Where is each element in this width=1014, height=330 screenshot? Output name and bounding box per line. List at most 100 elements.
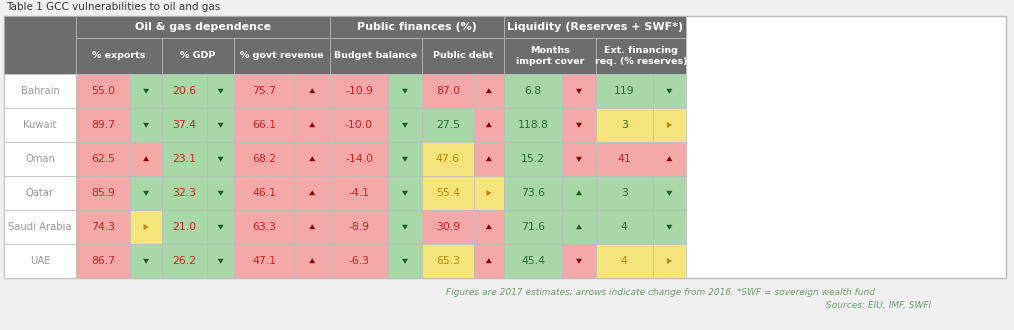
Bar [234,142,294,176]
Bar [330,16,504,38]
Polygon shape [143,259,149,264]
Text: 119: 119 [614,86,635,96]
Polygon shape [309,190,315,195]
Polygon shape [486,224,492,229]
Text: % GDP: % GDP [180,51,216,60]
Bar [388,108,422,142]
Text: 66.1: 66.1 [252,120,276,130]
Text: 68.2: 68.2 [252,154,276,164]
Polygon shape [576,123,582,128]
Text: -4.1: -4.1 [349,188,369,198]
Polygon shape [218,157,224,162]
Bar [294,108,330,142]
Bar [4,108,76,142]
Text: 63.3: 63.3 [252,222,276,232]
Bar [504,142,562,176]
Bar [4,210,76,244]
Text: Qatar: Qatar [26,188,54,198]
Text: 21.0: 21.0 [172,222,197,232]
Bar [207,74,234,108]
Bar [330,74,388,108]
Polygon shape [666,191,672,196]
Polygon shape [667,258,672,264]
Bar [562,244,596,278]
Polygon shape [144,224,149,230]
Bar [234,244,294,278]
Polygon shape [576,157,582,162]
Bar [504,74,562,108]
Bar [653,210,686,244]
Bar [294,244,330,278]
Polygon shape [487,190,492,196]
Bar [330,210,388,244]
Polygon shape [576,190,582,195]
Polygon shape [402,225,408,230]
Bar [422,108,474,142]
Bar [388,176,422,210]
Bar [130,74,162,108]
Text: -8.9: -8.9 [349,222,369,232]
Bar [653,108,686,142]
Bar [4,16,76,74]
Bar [207,176,234,210]
Text: 75.7: 75.7 [252,86,276,96]
Polygon shape [402,123,408,128]
Text: 65.3: 65.3 [436,256,459,266]
Text: Table 1 GCC vulnerabilities to oil and gas: Table 1 GCC vulnerabilities to oil and g… [6,2,220,12]
Text: 73.6: 73.6 [521,188,545,198]
Bar [130,142,162,176]
Bar [596,142,653,176]
Polygon shape [402,259,408,264]
Polygon shape [218,123,224,128]
Bar [388,244,422,278]
Text: 55.0: 55.0 [91,86,116,96]
Polygon shape [309,122,315,127]
Text: 45.4: 45.4 [521,256,545,266]
Bar [162,38,234,74]
Bar [422,176,474,210]
Bar [76,16,330,38]
Text: 27.5: 27.5 [436,120,459,130]
Bar [130,108,162,142]
Bar [596,176,653,210]
Bar [130,210,162,244]
Bar [207,108,234,142]
Bar [388,210,422,244]
Text: Months
import cover: Months import cover [516,46,584,66]
Bar [422,142,474,176]
Text: Budget balance: Budget balance [335,51,418,60]
Polygon shape [667,122,672,128]
Polygon shape [666,89,672,94]
Text: Oman: Oman [25,154,55,164]
Text: 4: 4 [621,256,628,266]
Bar [294,142,330,176]
Text: 74.3: 74.3 [91,222,116,232]
Polygon shape [218,191,224,196]
Bar [294,210,330,244]
Bar [504,108,562,142]
Polygon shape [486,156,492,161]
Text: 86.7: 86.7 [91,256,116,266]
Text: 4: 4 [621,222,628,232]
Text: -14.0: -14.0 [345,154,373,164]
Bar [596,74,653,108]
Bar [162,210,207,244]
Text: 118.8: 118.8 [517,120,549,130]
Polygon shape [143,123,149,128]
Polygon shape [218,259,224,264]
Text: -10.0: -10.0 [345,120,373,130]
Polygon shape [309,258,315,263]
Bar [388,74,422,108]
Bar [76,176,130,210]
Polygon shape [666,225,672,230]
Text: 26.2: 26.2 [172,256,197,266]
Text: -6.3: -6.3 [349,256,369,266]
Bar [330,244,388,278]
Bar [234,74,294,108]
Polygon shape [486,258,492,263]
Bar [422,244,474,278]
Bar [130,176,162,210]
Bar [4,176,76,210]
Bar [562,176,596,210]
Bar [76,210,130,244]
